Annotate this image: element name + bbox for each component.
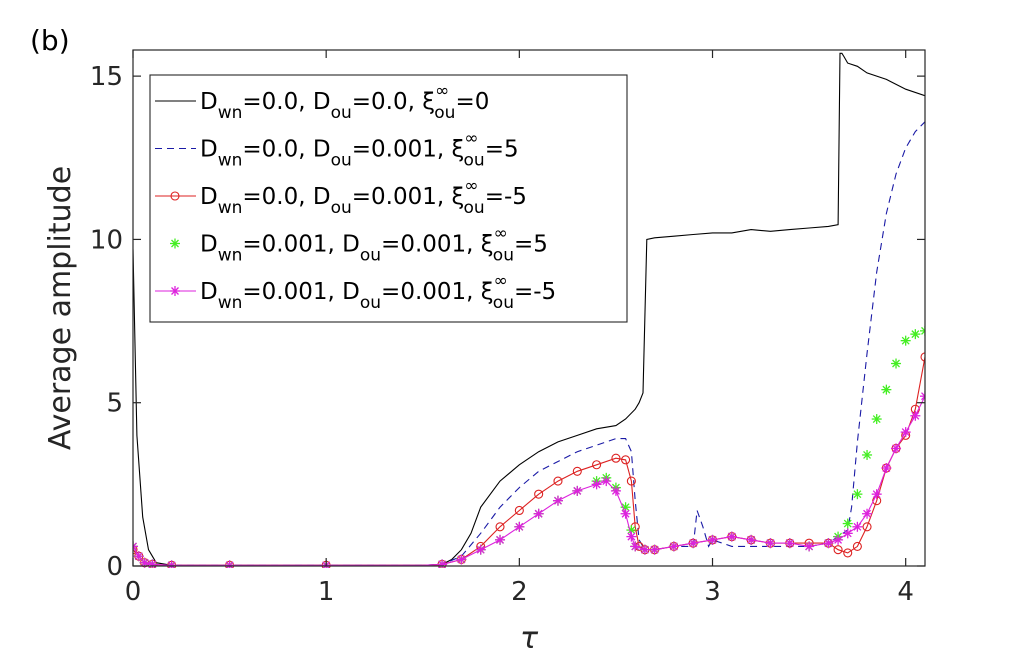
- series-5-point: [649, 544, 660, 555]
- series-5: [133, 391, 925, 568]
- series-5-point: [639, 544, 650, 555]
- series-5-point: [746, 534, 757, 545]
- x-tick-label: 2: [511, 577, 528, 607]
- series-5-point: [871, 489, 882, 500]
- series-3-point: [495, 522, 505, 532]
- series-5-point: [688, 538, 699, 549]
- series-5-point: [626, 531, 637, 542]
- series-5-point: [910, 410, 921, 421]
- legend-label: Dwn=0.001, Dou=0.001, ξ∞ ou=-5: [200, 271, 556, 313]
- series-4-point: [891, 358, 902, 369]
- legend-box: [149, 74, 628, 323]
- x-tick-label: 0: [125, 577, 142, 607]
- y-axis-label: Average amplitude: [43, 166, 78, 450]
- y-tick-label: 0: [106, 552, 123, 582]
- legend-entry-3: Dwn=0.0, Dou=0.001, ξ∞ ou=-5: [155, 176, 527, 218]
- series-4-point: [842, 518, 853, 529]
- series-3-point: [621, 455, 631, 465]
- series-3-line: [133, 356, 925, 566]
- legend-entry-1: Dwn=0.0, Dou=0.0, ξ∞ ou=0: [155, 81, 489, 123]
- plot-frame: [132, 49, 926, 567]
- series-5-point: [533, 508, 544, 519]
- series-5-point: [495, 534, 506, 545]
- series-4-point: [920, 325, 925, 336]
- series-5-point: [707, 534, 718, 545]
- series-5-point: [765, 538, 776, 549]
- legend-entry-4: Dwn=0.001, Dou=0.001, ξ∞ ou=5: [170, 224, 548, 266]
- series-5-point: [437, 559, 448, 568]
- y-tick-label: 15: [90, 62, 123, 92]
- x-tick-label: 3: [704, 577, 721, 607]
- series-3-point: [843, 548, 853, 558]
- legend-entry-2: Dwn=0.0, Dou=0.001, ξ∞ ou=5: [155, 129, 519, 171]
- series-5-point: [726, 531, 737, 542]
- series-3-point: [862, 522, 872, 532]
- series-5-point: [514, 521, 525, 532]
- series-5-point: [610, 485, 621, 496]
- series-5-point: [133, 541, 138, 552]
- series-5-point: [881, 463, 892, 474]
- series-2-line: [133, 121, 925, 566]
- legend-marker-sample: [170, 238, 180, 249]
- x-tick-label: 4: [897, 577, 914, 607]
- series-5-point: [833, 534, 844, 545]
- x-tick-label: 1: [318, 577, 335, 607]
- series-3-point: [852, 541, 862, 551]
- series-5-point: [842, 528, 853, 539]
- series-3-point: [534, 489, 544, 499]
- y-tick-label: 10: [90, 225, 123, 255]
- legend-label: Dwn=0.0, Dou=0.0, ξ∞ ou=0: [200, 81, 489, 123]
- series-5-point: [475, 544, 486, 555]
- series-4-point: [852, 489, 863, 500]
- series-3: [133, 352, 925, 568]
- series-5-point: [630, 541, 641, 552]
- series-5-point: [166, 560, 177, 568]
- series-5-point: [133, 551, 144, 562]
- series-5-point: [456, 554, 467, 565]
- series-5-point: [572, 485, 583, 496]
- x-axis-label: τ: [520, 621, 539, 656]
- panel-label: (b): [30, 24, 70, 57]
- series-5-point: [900, 427, 911, 438]
- series-3-point: [133, 545, 138, 555]
- series-4-point: [881, 384, 892, 395]
- series-3-point: [626, 476, 636, 486]
- series-5-point: [823, 538, 834, 549]
- series-5-point: [784, 538, 795, 549]
- series-3-point: [920, 352, 925, 362]
- series-3-point: [572, 466, 582, 476]
- series-5-point: [862, 508, 873, 519]
- legend-label: Dwn=0.0, Dou=0.001, ξ∞ ou=-5: [200, 176, 527, 218]
- series-5-point: [224, 560, 235, 568]
- legend-marker-sample: [170, 286, 180, 296]
- series-4: [133, 325, 925, 568]
- series-3-point: [611, 453, 621, 463]
- legend-label: Dwn=0.0, Dou=0.001, ξ∞ ou=5: [200, 129, 519, 171]
- series-5-point: [591, 479, 602, 490]
- series-5-point: [852, 521, 863, 532]
- series-5-point: [668, 541, 679, 552]
- legend-marker-sample: [170, 191, 180, 201]
- y-tick-label: 5: [106, 389, 123, 419]
- series-5-point: [920, 391, 925, 402]
- series-5-point: [804, 541, 815, 552]
- series-4-point: [871, 414, 882, 425]
- series-3-point: [833, 545, 843, 555]
- legend-label: Dwn=0.001, Dou=0.001, ξ∞ ou=5: [200, 224, 548, 266]
- series-5-point: [601, 476, 612, 487]
- series-3-point: [592, 460, 602, 470]
- series-3-point: [514, 505, 524, 516]
- series-5-point: [147, 559, 158, 568]
- series-4-point: [862, 449, 873, 460]
- series-5-point: [891, 443, 902, 454]
- series-4-point: [910, 329, 921, 340]
- series-3-point: [553, 476, 563, 486]
- series-4-point: [900, 335, 911, 346]
- series-2: [133, 121, 925, 566]
- legend-entry-5: Dwn=0.001, Dou=0.001, ξ∞ ou=-5: [155, 271, 556, 313]
- series-5-point: [552, 495, 563, 506]
- series-5-point: [620, 508, 631, 519]
